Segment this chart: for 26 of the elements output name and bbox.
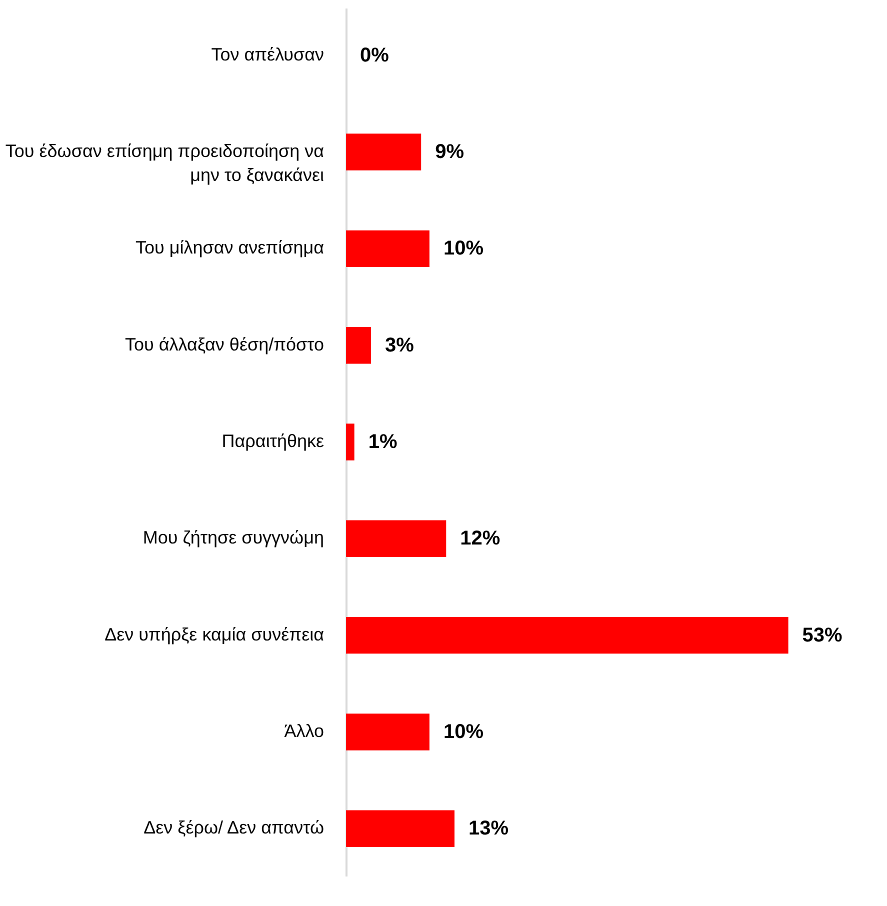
data-label: 0% <box>360 44 390 66</box>
data-label: 53% <box>802 624 843 646</box>
bar <box>346 326 372 364</box>
y-tick-label: Του μίλησαν ανεπίσημα <box>135 238 324 258</box>
data-label: 9% <box>435 141 464 164</box>
bar <box>346 230 430 268</box>
bar <box>346 810 454 847</box>
bar <box>346 616 788 654</box>
data-label: 13% <box>468 818 509 840</box>
data-label: 12% <box>460 528 500 550</box>
data-label: 3% <box>385 334 414 356</box>
y-tick-label: Δεν υπήρξε καμία συνέπεια <box>104 624 324 644</box>
y-tick-label: Μου ζήτησε συγγνώμη <box>142 528 324 548</box>
data-label: 10% <box>443 238 484 260</box>
data-label: 1% <box>368 431 398 453</box>
bar <box>346 520 446 558</box>
y-tick-label: Του άλλαξαν θέση/πόστο <box>125 334 324 354</box>
bar <box>346 424 354 460</box>
y-tick-label: Δεν ξέρω/ Δεν απαντώ <box>144 818 324 838</box>
y-tick-label: Του έδωσαν επίσημη προειδοποίηση να μην το ξανακάνει <box>5 141 324 186</box>
data-label: 10% <box>443 720 484 743</box>
y-tick-label: Τον απέλυσαν <box>211 44 324 64</box>
bar <box>346 134 422 170</box>
bar <box>346 714 430 750</box>
y-tick-label: Παραιτήθηκε <box>222 431 324 451</box>
y-tick-label: Άλλο <box>284 720 324 741</box>
